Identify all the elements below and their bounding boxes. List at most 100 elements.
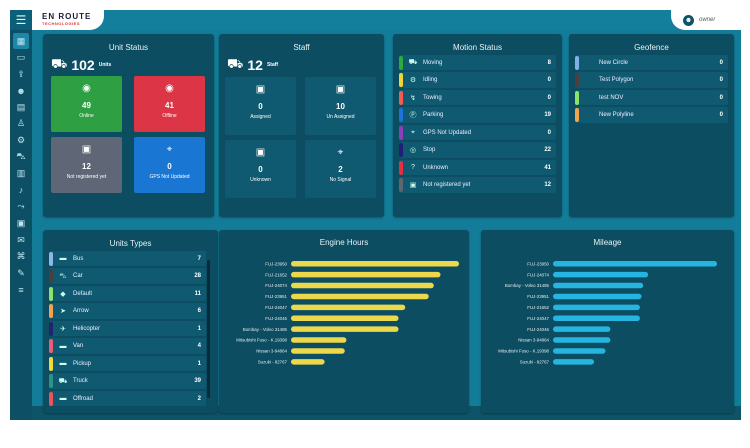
sidebar-item-report[interactable]: ▥	[13, 166, 29, 182]
unit-status-tile-gps-not-updated[interactable]: ⌖ 0 GPS Not Updated	[134, 137, 205, 193]
bar-fuj-24047[interactable]	[553, 315, 640, 322]
list-item-offroad[interactable]: ▬ Offroad 2	[49, 390, 206, 407]
list-item-not-registered-yet[interactable]: ▣ Not registered yet 12	[399, 177, 556, 193]
offroad-icon: ▬	[59, 395, 67, 403]
item-value: 4	[197, 343, 201, 350]
list-item-test-nov[interactable]: test NOV 0	[575, 89, 728, 106]
list-item-idling[interactable]: ⚙ Idling 0	[399, 72, 556, 88]
item-label: Towing	[423, 94, 442, 101]
item-value: 2	[197, 395, 201, 402]
item-value: 6	[197, 308, 201, 315]
sidebar-item-command[interactable]: ⌘	[13, 249, 29, 265]
sidebar-item-user-settings[interactable]: ⚙	[13, 133, 29, 149]
bar-mitsubishi-fuso-k-19398[interactable]	[553, 348, 606, 354]
sidebar-item-monitor[interactable]: ▭	[13, 50, 29, 66]
bar-fuj-24074[interactable]	[553, 271, 649, 278]
total-label: Staff	[266, 62, 279, 68]
scrollbar[interactable]	[207, 260, 210, 398]
tile-label: Assigned	[250, 114, 271, 120]
item-value: 39	[194, 378, 201, 385]
list-item-arrow[interactable]: ➤ Arrow 6	[49, 303, 206, 319]
car-icon: ⛍	[59, 272, 67, 280]
tile-value: 49	[82, 101, 91, 110]
bar-bombay-volvo-31485[interactable]	[553, 282, 644, 289]
bar-suzuki-82767[interactable]	[291, 359, 325, 365]
sidebar-item-user[interactable]: ♙	[13, 116, 29, 132]
sidebar-item-route[interactable]: ⤳	[13, 199, 29, 215]
bar-fuj-24074[interactable]	[291, 282, 434, 289]
list-item-towing[interactable]: ↯ Towing 0	[399, 89, 556, 106]
bar-mitsubishi-fuso-k-19398[interactable]	[291, 337, 347, 343]
color-indicator	[575, 73, 579, 88]
staff-tile-no-signal[interactable]: ⌖ 2 No Signal	[305, 140, 376, 198]
color-indicator	[575, 108, 579, 123]
sidebar-item-car[interactable]: ⛍	[13, 149, 29, 165]
staff-tile-assigned[interactable]: ▣ 0 Assigned	[225, 77, 296, 135]
category-label: FUJ-24047	[265, 305, 287, 310]
unit-status-tile-not-registered-yet[interactable]: ▣ 12 Not registered yet	[51, 137, 122, 193]
list-item-van[interactable]: ▬ Van 4	[49, 338, 206, 354]
sidebar-item-filter[interactable]: ≡	[13, 282, 29, 298]
bar-suzuki-82767[interactable]	[553, 359, 594, 365]
category-label: FUJ-23951	[527, 294, 549, 299]
staff-tile-un-assigned[interactable]: ▣ 10 Un Assigned	[305, 77, 376, 135]
list-item-helicopter[interactable]: ✈ Helicopter 1	[49, 320, 206, 337]
sidebar-item-document[interactable]: ▤	[13, 99, 29, 115]
bar-fuj-21652[interactable]	[291, 271, 441, 278]
sidebar-item-device[interactable]: ▣	[13, 216, 29, 232]
bar-nissan-3-94864[interactable]	[553, 337, 611, 343]
category-label: Suzuki - 82767	[520, 359, 550, 364]
bar-nissan-3-94864[interactable]	[291, 348, 345, 354]
motion-status-card: Motion Status ⛟ Moving 8 ⚙ Idling 0 ↯ Towing 0 Ⓟ P…	[393, 34, 562, 217]
list-item-new-polyline[interactable]: New Polyline 0	[575, 107, 728, 123]
list-item-default[interactable]: ◆ Default 11	[49, 285, 206, 302]
bar-fuj-24047[interactable]	[291, 304, 406, 311]
wifi-icon: ◉	[82, 83, 91, 94]
list-item-new-circle[interactable]: New Circle 0	[575, 55, 728, 71]
bar-bombay-volvo-31485[interactable]	[291, 326, 399, 332]
staff-tile-unknown[interactable]: ▣ 0 Unknown	[225, 140, 296, 198]
bar-fuj-21652[interactable]	[553, 304, 640, 311]
list-item-test-polygon[interactable]: Test Polygon 0	[575, 72, 728, 88]
sidebar-item-bell[interactable]: ♪	[13, 182, 29, 198]
dashboard-content: Unit Status ⛟ 102 Units ◉ 49 Online ◉ 41 Offl…	[32, 30, 741, 413]
stop-icon: ◎	[409, 147, 417, 155]
category-label: Suzuki - 82767	[258, 359, 288, 364]
bar-fuj-23950[interactable]	[291, 261, 459, 267]
monitor-icon: ▭	[16, 52, 26, 63]
bar-fuj-24046[interactable]	[291, 315, 399, 322]
list-item-stop[interactable]: ◎ Stop 22	[399, 142, 556, 158]
app-window: ☰ EN ROUTE TECHNOLOGIES ☻ owner ▦ ▭ ⇪ ☻ ▤ ♙ ⚙ ⛍…	[10, 10, 741, 420]
bar-fuj-23951[interactable]	[553, 293, 642, 300]
user-menu[interactable]: ☻ owner	[671, 10, 741, 30]
color-indicator	[399, 160, 403, 175]
sidebar-item-mail[interactable]: ✉	[13, 232, 29, 248]
list-item-unknown[interactable]: ? Unknown 41	[399, 159, 556, 176]
bar-fuj-24046[interactable]	[553, 326, 611, 332]
unit-total: ⛟ 102 Units	[51, 56, 111, 74]
color-indicator	[49, 304, 53, 319]
list-item-truck[interactable]: ⛟ Truck 39	[49, 373, 206, 389]
item-value: 7	[197, 255, 201, 262]
unit-status-tile-online[interactable]: ◉ 49 Online	[51, 76, 122, 132]
list-item-pickup[interactable]: ▬ Pickup 1	[49, 355, 206, 372]
bar-fuj-23950[interactable]	[553, 261, 717, 267]
logo[interactable]: EN ROUTE TECHNOLOGIES	[32, 10, 104, 30]
sidebar-item-dashboard[interactable]: ▦	[13, 33, 29, 49]
list-item-bus[interactable]: ▬ Bus 7	[49, 251, 206, 267]
sidebar-item-users[interactable]: ☻	[13, 83, 29, 99]
list-item-moving[interactable]: ⛟ Moving 8	[399, 55, 556, 71]
hamburger-menu-button[interactable]: ☰	[10, 10, 32, 30]
color-indicator	[399, 90, 403, 105]
wifi-off-icon: ◉	[165, 83, 174, 94]
list-item-car[interactable]: ⛍ Car 28	[49, 268, 206, 284]
user-name: owner	[699, 17, 716, 23]
bar-fuj-23951[interactable]	[291, 293, 429, 300]
sidebar-item-wrench[interactable]: ✎	[13, 265, 29, 281]
item-value: 0	[719, 59, 723, 66]
unit-status-tile-offline[interactable]: ◉ 41 Offline	[134, 76, 205, 132]
sidebar-item-upload[interactable]: ⇪	[13, 66, 29, 82]
list-item-gps-not-updated[interactable]: ⌖ GPS Not Updated 0	[399, 124, 556, 141]
item-label: GPS Not Updated	[423, 129, 472, 136]
list-item-parking[interactable]: Ⓟ Parking 19	[399, 107, 556, 123]
